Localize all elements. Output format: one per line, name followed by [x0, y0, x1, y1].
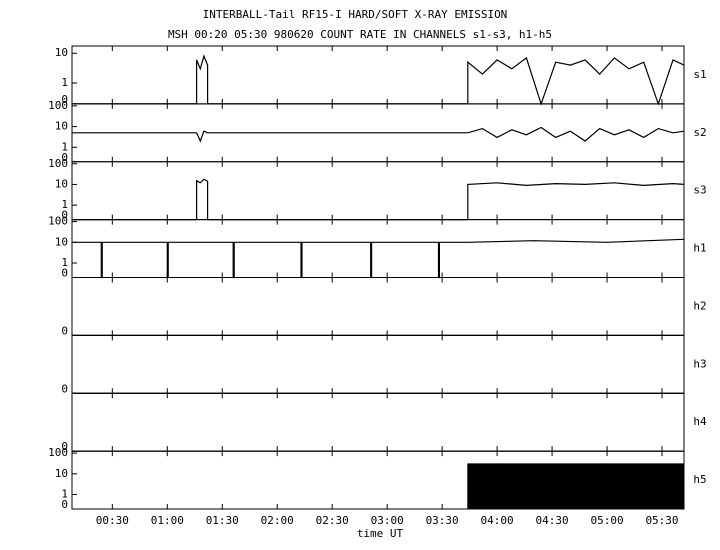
- y-tick-label: 100: [48, 99, 68, 112]
- x-tick-label: 01:00: [151, 514, 184, 527]
- channel-label: s2: [693, 126, 706, 139]
- y-tick-label: 10: [55, 467, 68, 480]
- panel-frame: [71, 334, 685, 394]
- x-tick-label: 05:30: [645, 514, 678, 527]
- y-tick-label: 1: [61, 198, 68, 211]
- data-line: [72, 178, 685, 221]
- x-tick-label: 02:30: [316, 514, 349, 527]
- y-tick-label: 1: [61, 488, 68, 501]
- y-tick-label: 0: [61, 324, 68, 337]
- y-tick-label: 10: [55, 235, 68, 248]
- panel-frame: [71, 392, 685, 452]
- data-line: [72, 54, 685, 106]
- channel-label: h1: [693, 242, 706, 255]
- channel-label: h5: [693, 473, 706, 486]
- y-tick-label: 0: [61, 209, 68, 222]
- panel-frame: [71, 161, 685, 221]
- y-tick-label: 1: [61, 76, 68, 89]
- x-axis-label: time UT: [357, 527, 404, 540]
- chart-title: INTERBALL-Tail RF15-I HARD/SOFT X-RAY EM…: [203, 8, 508, 21]
- panel-frame: [71, 277, 685, 336]
- data-line: [72, 126, 685, 143]
- y-tick-label: 100: [48, 446, 68, 459]
- x-tick-label: 02:00: [261, 514, 294, 527]
- data-line: [72, 238, 685, 279]
- y-tick-label: 0: [61, 151, 68, 164]
- y-tick-label: 0: [61, 440, 68, 453]
- y-tick-label: 1: [61, 140, 68, 153]
- y-tick-label: 100: [48, 157, 68, 170]
- data-area: [72, 463, 685, 510]
- y-tick-label: 10: [55, 120, 68, 133]
- y-tick-label: 10: [55, 177, 68, 190]
- y-tick-label: 10: [55, 46, 68, 59]
- x-tick-label: 04:00: [481, 514, 514, 527]
- panel-frame: [71, 219, 685, 278]
- x-tick-label: 00:30: [96, 514, 129, 527]
- y-tick-label: 100: [48, 215, 68, 228]
- chart-subtitle: MSH 00:20 05:30 980620 COUNT RATE IN CHA…: [168, 28, 552, 41]
- channel-label: s1: [693, 68, 706, 81]
- x-tick-label: 03:00: [371, 514, 404, 527]
- x-tick-label: 04:30: [536, 514, 569, 527]
- y-tick-label: 1: [61, 256, 68, 269]
- y-tick-label: 0: [61, 93, 68, 106]
- channel-label: h4: [693, 415, 707, 428]
- y-tick-label: 0: [61, 267, 68, 280]
- x-tick-label: 01:30: [206, 514, 239, 527]
- channel-label: h2: [693, 299, 706, 312]
- x-tick-label: 03:30: [426, 514, 459, 527]
- y-tick-label: 0: [61, 382, 68, 395]
- y-tick-label: 0: [61, 498, 68, 511]
- channel-label: s3: [693, 184, 706, 197]
- panel-frame: [71, 45, 685, 105]
- x-tick-label: 05:00: [590, 514, 623, 527]
- channel-label: h3: [693, 357, 706, 370]
